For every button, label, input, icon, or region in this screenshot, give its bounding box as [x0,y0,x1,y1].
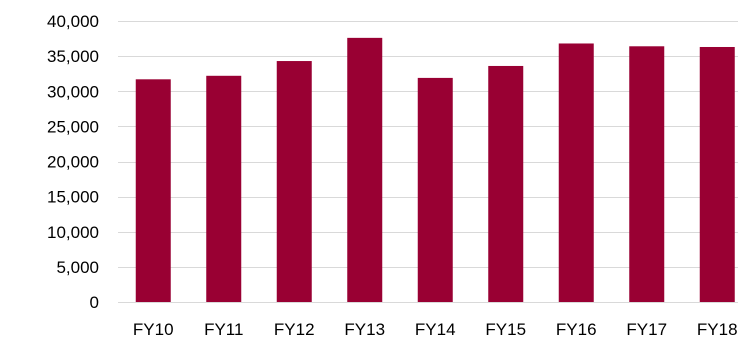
y-tick-label: 10,000 [47,223,99,242]
bar-fy13 [347,37,383,303]
y-tick-label: 35,000 [47,47,99,66]
y-tick-label: 5,000 [56,258,99,277]
y-tick-label: 20,000 [47,153,99,172]
bar-fy12 [276,61,312,303]
y-tick-label: 25,000 [47,117,99,136]
x-tick-label: FY18 [697,320,738,339]
y-axis: 0 5,000 10,000 15,000 20,000 25,000 30,000 35,0… [47,12,99,312]
x-tick-label: FY17 [626,320,667,339]
x-tick-label: FY15 [485,320,526,339]
y-tick-label: 30,000 [47,82,99,101]
x-tick-label: FY12 [274,320,315,339]
y-tick-label: 15,000 [47,188,99,207]
y-tick-label: 0 [90,293,99,312]
x-axis: FY10 FY11 FY12 FY13 FY14 FY15 FY16 FY17 FY18 [133,320,738,339]
bar-fy10 [135,79,171,303]
y-tick-label: 40,000 [47,12,99,31]
x-tick-label: FY16 [556,320,597,339]
bar-fy16 [558,43,594,302]
x-tick-label: FY10 [133,320,174,339]
bar-fy18 [699,46,735,303]
x-tick-label: FY11 [204,320,243,339]
bars [135,37,735,303]
bar-fy17 [629,46,665,302]
x-tick-label: FY14 [415,320,456,339]
x-tick-label: FY13 [344,320,385,339]
bar-fy11 [206,75,242,302]
bar-fy15 [488,65,524,303]
bar-fy14 [417,77,453,302]
